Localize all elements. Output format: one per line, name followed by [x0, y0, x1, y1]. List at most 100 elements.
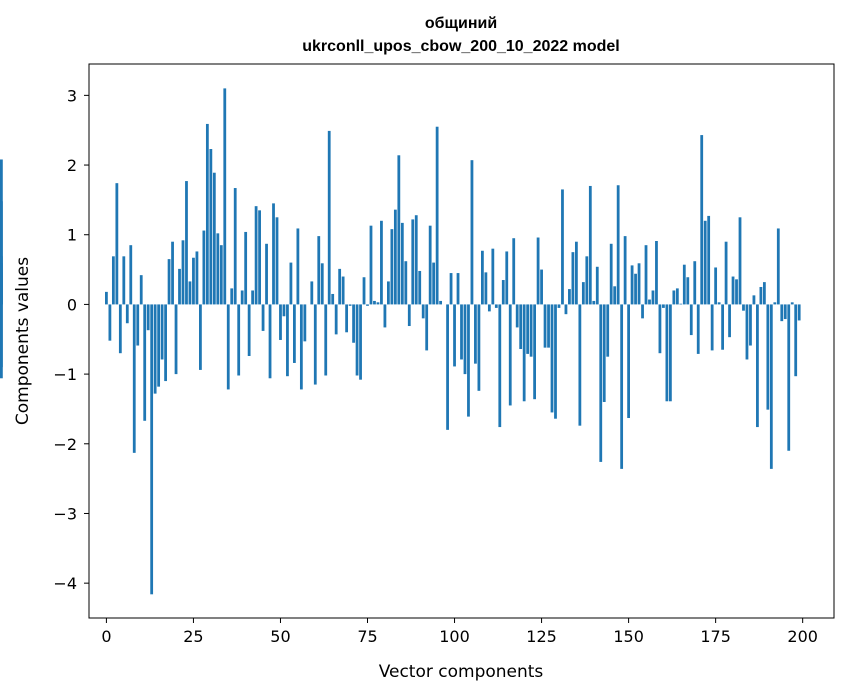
bar: [331, 293, 335, 305]
bar: [776, 228, 780, 305]
x-axis-label: Vector components: [379, 662, 544, 682]
bar: [279, 304, 282, 340]
bar: [613, 286, 617, 305]
bar: [352, 304, 355, 343]
bar: [700, 135, 704, 305]
bar: [512, 238, 516, 305]
bar: [268, 304, 272, 379]
bar: [710, 304, 714, 351]
bar: [599, 304, 603, 462]
bar: [550, 304, 554, 413]
bar: [606, 304, 610, 357]
bar: [749, 304, 752, 346]
x-tick-label: 125: [526, 627, 557, 646]
bar: [581, 282, 585, 305]
y-tick-label: −3: [53, 504, 77, 523]
bar: [167, 259, 171, 305]
bar: [373, 300, 376, 305]
x-tick-label: 200: [787, 627, 818, 646]
bar: [369, 225, 373, 305]
bar: [574, 241, 578, 305]
bar: [251, 290, 255, 305]
bar: [797, 304, 801, 321]
bar: [536, 237, 540, 305]
bar: [195, 251, 199, 305]
bar: [428, 225, 432, 305]
bar: [414, 215, 418, 305]
bar: [668, 304, 672, 402]
bar: [202, 230, 206, 305]
bar: [0, 304, 3, 379]
bar: [334, 304, 338, 335]
bar: [630, 265, 634, 305]
bar: [453, 304, 456, 367]
bar: [658, 304, 662, 354]
bar: [756, 304, 759, 428]
bar: [515, 304, 519, 328]
bar: [752, 295, 756, 305]
bar: [244, 231, 248, 305]
bar: [425, 304, 429, 351]
y-tick-label: 0: [67, 295, 77, 314]
bar: [153, 304, 157, 394]
y-tick-label: 3: [67, 86, 77, 105]
bar: [474, 304, 477, 364]
bar: [651, 290, 655, 305]
bar: [418, 270, 422, 305]
bar: [404, 261, 408, 305]
bar: [568, 289, 571, 305]
bar: [665, 304, 669, 402]
bar: [592, 300, 596, 305]
bar: [783, 304, 787, 320]
bar: [136, 304, 140, 346]
bar: [446, 304, 449, 430]
bar: [324, 304, 328, 376]
bar: [790, 302, 794, 305]
bar: [724, 241, 728, 305]
bar: [595, 266, 599, 305]
bar: [773, 302, 777, 305]
bar: [689, 304, 693, 336]
bar: [338, 268, 342, 305]
bar: [484, 272, 488, 305]
bar: [717, 302, 721, 305]
bar: [564, 304, 568, 315]
bar: [265, 243, 268, 305]
bar: [745, 304, 749, 360]
bar: [0, 201, 3, 305]
bar: [735, 279, 738, 305]
bar: [362, 277, 366, 305]
bar: [439, 300, 443, 305]
bar: [449, 273, 453, 305]
bar: [237, 304, 241, 376]
bar: [529, 304, 533, 357]
bar: [0, 263, 3, 305]
bar: [150, 304, 154, 595]
bar: [557, 304, 561, 308]
bar: [327, 130, 331, 305]
bar: [230, 288, 234, 305]
plot-frame: [88, 63, 835, 619]
bar: [293, 304, 296, 363]
bar: [164, 304, 167, 382]
bar: [602, 304, 606, 402]
bar: [769, 304, 773, 469]
bar: [693, 261, 697, 305]
bar: [397, 155, 401, 305]
bar: [348, 304, 352, 306]
bar: [696, 304, 700, 354]
chart-title-line-2: ukrconll_upos_cbow_200_10_2022 model: [302, 38, 619, 55]
bar: [296, 228, 300, 305]
bar: [627, 304, 630, 419]
y-tick-label: −1: [53, 365, 77, 384]
bar: [571, 252, 575, 305]
bar: [199, 304, 202, 370]
bar: [240, 290, 244, 305]
bar: [317, 236, 321, 305]
bar: [794, 304, 798, 377]
bar: [491, 248, 495, 305]
bar: [682, 264, 686, 305]
bar: [320, 263, 324, 305]
bar: [226, 304, 230, 390]
